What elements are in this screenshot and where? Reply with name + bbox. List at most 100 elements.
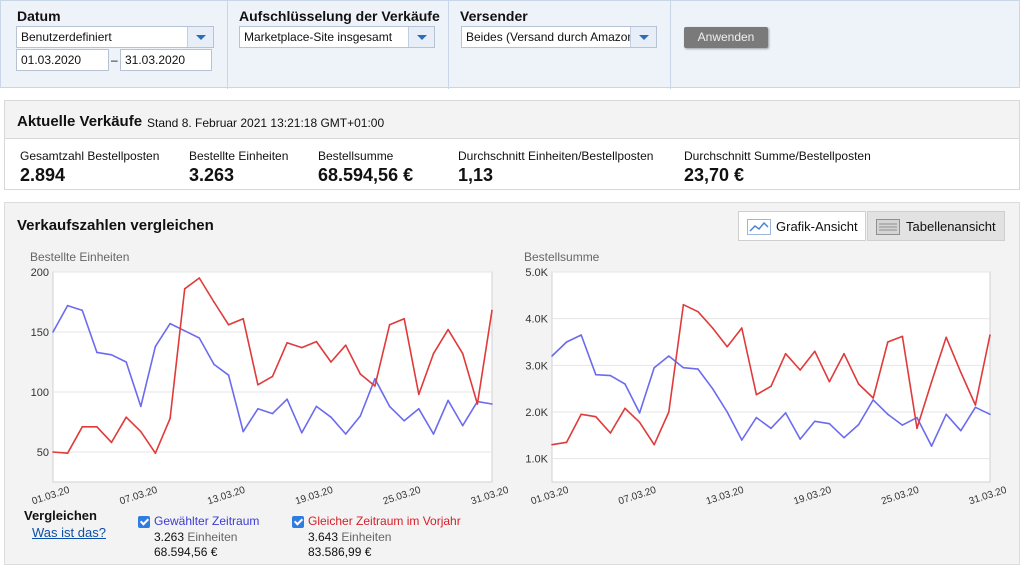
data-point [770,427,772,430]
date-range-select[interactable]: Benutzerdefiniert [16,26,214,48]
x-tick-label: 07.03.20 [118,485,159,508]
checkbox-selected-period[interactable] [138,516,150,528]
data-point [403,318,406,320]
data-point [624,383,626,385]
data-point [741,327,743,329]
data-point [843,352,845,355]
current-sales-panel: Aktuelle Verkäufe Stand 8. Februar 2021 … [4,100,1020,190]
x-tick-label: 19.03.20 [792,485,833,508]
x-tick-label: 01.03.20 [530,485,571,508]
legend-unit-label: Einheiten [187,530,238,544]
data-point [799,369,801,371]
data-point [551,355,553,357]
data-point [271,375,274,378]
filter-bar: Datum Benutzerdefiniert 01.03.2020 – 31.… [0,0,1020,89]
data-point [901,424,904,426]
data-point [565,441,568,444]
data-point [887,341,889,343]
metric-label: Durchschnitt Summe/Bestellposten [684,149,871,163]
data-point [418,393,420,396]
shipper-select-value: Beides (Versand durch Amazon u [466,30,645,44]
data-point [271,412,274,415]
data-point [140,405,142,408]
legend-units-row: 3.263 Einheiten [154,530,237,544]
data-point [96,426,98,428]
data-point [682,303,685,306]
data-point [960,429,962,432]
date-from-input[interactable]: 01.03.2020 [16,49,109,71]
plot-area [551,271,991,483]
data-point [580,334,582,336]
compare-title: Verkaufszahlen vergleichen [17,217,214,234]
data-point [989,334,991,336]
date-to-input[interactable]: 31.03.2020 [120,49,212,71]
data-point [930,445,933,447]
y-tick-label: 3.0K [525,360,548,372]
data-point [461,352,464,355]
shipper-select[interactable]: Beides (Versand durch Amazon u [461,26,657,48]
data-point [403,420,406,422]
data-point [989,413,991,416]
compare-label: Vergleichen [24,508,97,523]
apply-button[interactable]: Anwenden [684,27,768,48]
data-point [697,368,699,370]
data-point [916,416,918,419]
data-point [242,318,245,320]
data-point [461,424,464,427]
checkbox-previous-year[interactable] [292,516,304,528]
metric-label: Durchschnitt Einheiten/Bestellposten [458,149,654,163]
what-is-this-link[interactable]: Was ist das? [32,525,106,540]
data-point [432,433,435,435]
data-point [726,345,728,348]
data-point [872,397,874,399]
data-point [784,352,787,355]
metric-order-sum: Bestellsumme 68.594,56 € [318,149,413,186]
data-point [755,393,758,396]
data-point [286,342,288,344]
chevron-down-icon [187,27,213,47]
data-point [930,380,933,383]
current-sales-title: Aktuelle Verkäufe [17,113,143,130]
data-point [741,439,743,441]
data-point [257,408,259,410]
data-point [330,361,332,363]
data-point [227,324,230,326]
filter-label-shipper: Versender [460,8,528,24]
data-point [81,426,84,428]
data-point [945,413,947,416]
graph-view-label: Grafik-Ansicht [776,219,858,234]
table-view-button[interactable]: Tabellenansicht [867,211,1005,241]
data-point [770,385,772,388]
data-point [447,328,449,331]
x-tick-label: 07.03.20 [617,485,658,508]
data-point [330,416,332,419]
data-point [624,407,626,410]
x-tick-label: 01.03.20 [31,485,72,508]
data-point [66,452,69,455]
breakdown-select[interactable]: Marketplace-Site insgesamt [239,26,435,48]
date-range-select-value: Benutzerdefiniert [21,30,112,44]
metric-avg-units: Durchschnitt Einheiten/Bestellposten 1,1… [458,149,653,186]
y-tick-label: 5.0K [525,267,548,279]
data-point [843,436,845,439]
y-tick-label: 50 [37,447,49,459]
legend-sum: 68.594,56 € [154,545,218,559]
data-point [359,415,362,417]
data-point [169,322,171,325]
data-point [125,361,127,363]
metric-avg-sum: Durchschnitt Summe/Bestellposten 23,70 € [684,149,871,186]
data-point [653,443,655,446]
data-point [66,304,69,307]
y-tick-label: 4.0K [525,314,548,326]
data-point [857,383,860,385]
data-point [565,341,568,343]
filter-group-breakdown: Aufschlüsselung der Verkäufe Marketplace… [228,1,449,89]
current-sales-timestamp: Stand 8. Februar 2021 13:21:18 GMT+01:00 [147,116,385,130]
data-point [300,432,303,434]
legend-units: 3.263 [154,530,185,544]
data-point [198,337,201,339]
filter-group-datum: Datum Benutzerdefiniert 01.03.2020 – 31.… [1,1,228,89]
graph-view-button[interactable]: Grafik-Ansicht [738,211,866,241]
data-point [52,451,54,453]
